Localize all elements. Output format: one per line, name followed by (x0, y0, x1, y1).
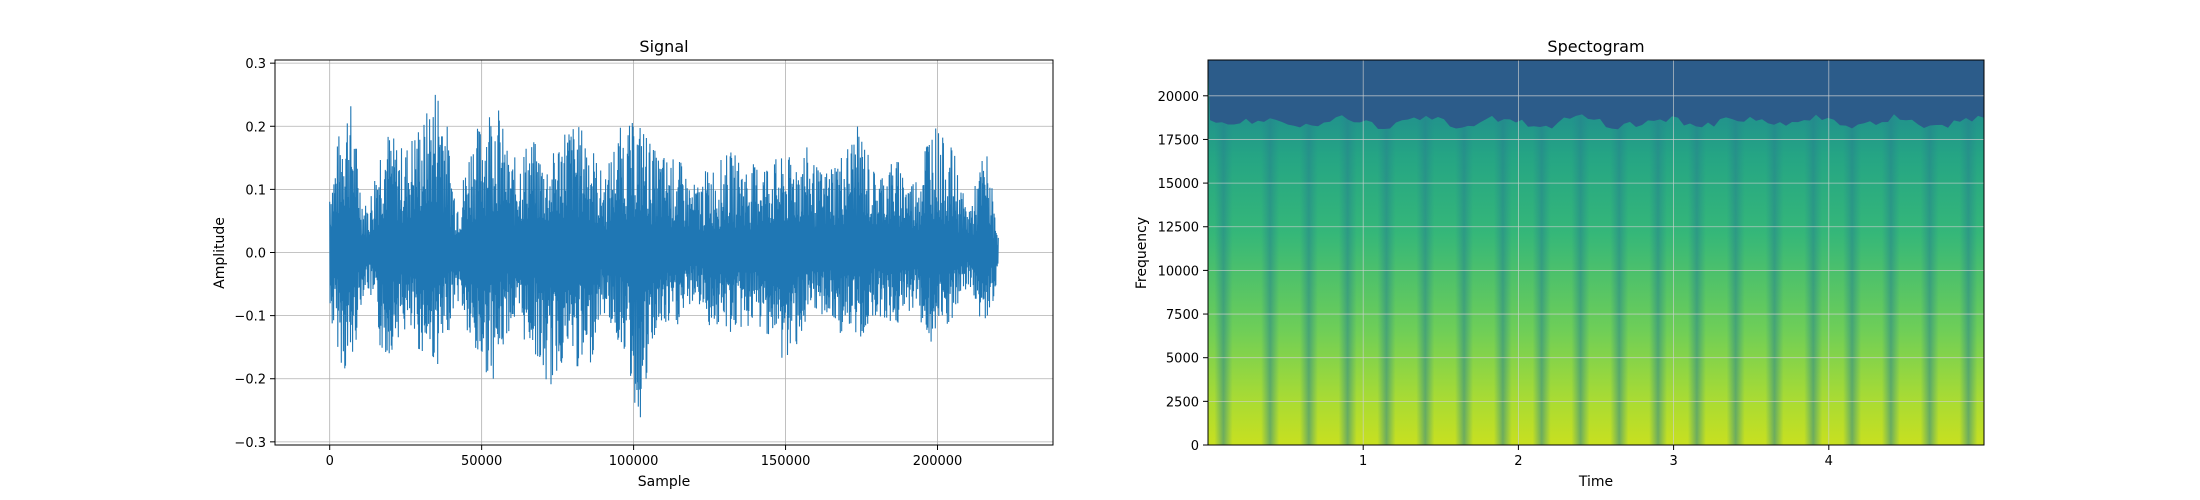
spectrogram-x-tick-label: 3 (1669, 454, 1677, 469)
signal-x-tick-label: 50000 (461, 454, 502, 469)
signal-chart: Signal 0 50000 100000 150000 200000 −0.3 −0.2… (212, 37, 1054, 490)
spectrogram-band (1377, 60, 1396, 445)
signal-y-tick-label: 0.1 (245, 183, 266, 198)
spectrogram-bands (1214, 60, 1978, 445)
spectrogram-band (1804, 60, 1823, 445)
spectrogram-band (1726, 60, 1745, 445)
spectrogram-band (1261, 60, 1280, 445)
spectrogram-band (1687, 60, 1706, 445)
spectrogram-y-tick-label: 10000 (1158, 264, 1199, 279)
spectrogram-band (1338, 60, 1357, 445)
spectrogram-y-tick-label: 17500 (1158, 133, 1199, 148)
spectrogram-band (1920, 60, 1939, 445)
signal-x-tick-label: 0 (326, 454, 334, 469)
spectrogram-y-tick-label: 12500 (1158, 221, 1199, 236)
spectrogram-x-tick-label: 2 (1514, 454, 1522, 469)
spectrogram-axes-frame (1207, 59, 1985, 446)
spectrogram-band (1881, 60, 1900, 445)
signal-y-tick-label: −0.2 (234, 373, 266, 388)
spectrogram-band (1959, 60, 1978, 445)
spectrogram-y-tick-label: 5000 (1166, 352, 1199, 367)
spectrogram-y-tick-label: 0 (1191, 439, 1199, 454)
signal-x-tick-label: 200000 (913, 454, 963, 469)
spectrogram-y-tick-label: 2500 (1166, 395, 1199, 410)
spectrogram-x-ticks: 1 2 3 4 (1359, 445, 1833, 469)
spectrogram-y-tick-label: 20000 (1158, 90, 1199, 105)
spectrogram-band (1843, 60, 1862, 445)
signal-x-tick-label: 150000 (761, 454, 811, 469)
signal-waveform (329, 94, 999, 418)
spectrogram-y-tick-label: 7500 (1166, 308, 1199, 323)
spectrogram-band (1299, 60, 1318, 445)
spectrogram-band (1455, 60, 1474, 445)
signal-y-tick-label: −0.1 (234, 310, 266, 325)
signal-y-ticks: −0.3 −0.2 −0.1 0.0 0.1 0.2 0.3 (234, 57, 275, 451)
spectrogram-x-label: Time (1578, 474, 1613, 490)
spectrogram-band (1493, 60, 1512, 445)
spectrogram-title: Spectogram (1547, 37, 1644, 56)
spectrogram-band (1610, 60, 1629, 445)
spectrogram-band (1416, 60, 1435, 445)
spectrogram-y-ticks: 0 2500 5000 7500 10000 12500 15000 17500 20000 (1158, 90, 1208, 454)
signal-x-tick-label: 100000 (609, 454, 659, 469)
spectrogram-band (1532, 60, 1551, 445)
signal-y-tick-label: 0.2 (245, 120, 266, 135)
spectrogram-band (1571, 60, 1590, 445)
spectrogram-band (1214, 60, 1233, 445)
signal-title: Signal (639, 37, 688, 56)
spectrogram-band (1765, 60, 1784, 445)
signal-line (329, 94, 999, 418)
signal-x-label: Sample (638, 474, 691, 490)
spectrogram-y-tick-label: 15000 (1158, 177, 1199, 192)
spectrogram-x-tick-label: 1 (1359, 454, 1367, 469)
spectrogram-band (1649, 60, 1668, 445)
spectrogram-chart: Spectogram (1134, 37, 1985, 490)
signal-y-tick-label: −0.3 (234, 436, 266, 451)
signal-y-tick-label: 0.3 (245, 57, 266, 72)
signal-y-label: Amplitude (212, 217, 228, 289)
spectrogram-cutoff-region (1208, 60, 1984, 130)
signal-y-tick-label: 0.0 (245, 247, 266, 262)
signal-x-ticks: 0 50000 100000 150000 200000 (326, 445, 963, 469)
spectrogram-x-tick-label: 4 (1825, 454, 1833, 469)
spectrogram-y-label: Frequency (1134, 217, 1150, 289)
